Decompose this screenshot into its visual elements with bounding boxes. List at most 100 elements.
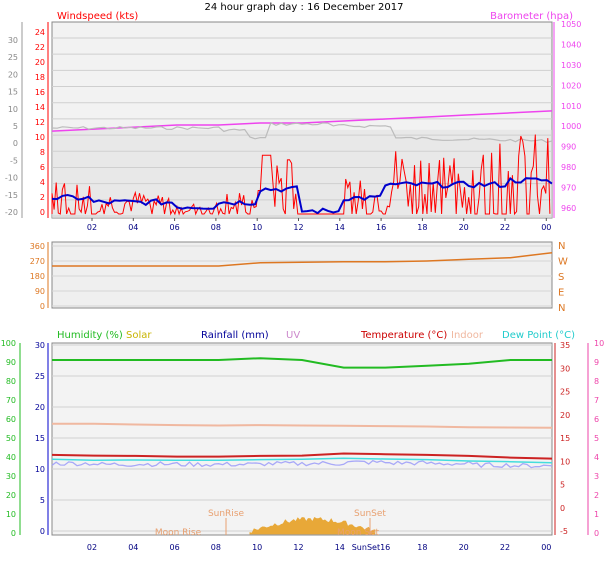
baro-tick: 1040 — [561, 40, 581, 49]
humidity-tick: 0 — [11, 529, 16, 538]
wind-tick: 2 — [40, 193, 45, 202]
plot-shade — [52, 129, 552, 218]
uv-tick: 10 — [594, 339, 604, 348]
wind-panel — [21, 21, 555, 219]
humidity-tick: 30 — [6, 472, 16, 481]
legend-item: Humidity (%) — [57, 330, 123, 341]
x-tick: 00 — [541, 223, 551, 232]
x-tick: 18 — [417, 543, 427, 552]
humidity-tick: 70 — [6, 396, 16, 405]
x-tick: 02 — [87, 223, 97, 232]
baro-tick: 1030 — [561, 61, 581, 70]
wind-tick: 24 — [35, 28, 45, 37]
rainfall-tick: 5 — [40, 496, 45, 505]
humidity-tick: 90 — [6, 358, 16, 367]
baro-tick: 970 — [561, 184, 576, 193]
humidity-line — [52, 357, 552, 369]
x-tick: 18 — [417, 223, 427, 232]
wind-tick: 10 — [35, 133, 45, 142]
uv-tick: 8 — [594, 377, 599, 386]
x-tick: 12 — [293, 223, 303, 232]
temperature-tick: 35 — [560, 341, 570, 350]
uv-tick: 2 — [594, 491, 599, 500]
direction-panel — [47, 241, 553, 309]
x-tick: 06 — [170, 543, 180, 552]
legend-item: Indoor — [451, 330, 484, 341]
temp-tick: 30 — [8, 36, 18, 45]
humidity-tick: 20 — [6, 491, 16, 500]
temperature-line — [51, 452, 553, 460]
plot-area-main — [51, 342, 553, 536]
x-tick-sunset: SunSet16 — [352, 543, 391, 552]
temp-tick: -15 — [5, 191, 18, 200]
rainfall-tick: 15 — [35, 434, 45, 443]
temp-tick: -5 — [10, 156, 18, 165]
x-tick: 08 — [211, 543, 221, 552]
direction-compass: N — [558, 241, 565, 252]
rainfall-tick: 30 — [35, 341, 45, 350]
windspeed-label: Windspeed (kts) — [57, 11, 138, 22]
x-tick: 04 — [128, 223, 138, 232]
x-tick: 20 — [459, 543, 469, 552]
temperature-tick: 15 — [560, 434, 570, 443]
uv-tick: 6 — [594, 415, 599, 424]
legend-item: Rainfall (mm) — [201, 330, 269, 341]
legend-item: Solar — [126, 330, 152, 341]
legend-item: UV — [286, 330, 300, 341]
rainfall-tick: 10 — [35, 465, 45, 474]
x-tick: 10 — [252, 543, 262, 552]
uv-tick: 4 — [594, 453, 599, 462]
x-tick: 02 — [87, 543, 97, 552]
wind-average-line — [51, 177, 553, 215]
temperature-tick: -5 — [560, 527, 568, 536]
wind-tick: 22 — [35, 43, 45, 52]
plot-area-direction — [51, 241, 553, 309]
temp-tick: 20 — [8, 70, 18, 79]
moonset-label: Moon Set — [337, 528, 380, 538]
direction-tick: 270 — [30, 257, 45, 266]
direction-line — [52, 251, 553, 267]
baro-tick: 980 — [561, 163, 576, 172]
windspeed-line — [51, 134, 551, 216]
temperature-tick: 0 — [560, 504, 565, 513]
x-tick: 20 — [459, 223, 469, 232]
temperature-tick: 10 — [560, 457, 570, 466]
barometer-label: Barometer (hpa) — [490, 11, 573, 22]
temperature-tick: 25 — [560, 388, 570, 397]
baro-tick: 1010 — [561, 102, 581, 111]
page-title: 24 hour graph day : 16 December 2017 — [205, 2, 404, 13]
x-tick: 00 — [541, 543, 551, 552]
direction-tick: 180 — [30, 272, 45, 281]
barometer-line — [51, 110, 553, 132]
x-tick: 22 — [500, 223, 510, 232]
temp-tick: 5 — [13, 122, 18, 131]
x-tick: 10 — [252, 223, 262, 232]
main-panel — [19, 342, 589, 536]
x-tick: 16 — [376, 223, 386, 232]
wind-tick: 14 — [35, 103, 45, 112]
temp-tick: 15 — [8, 88, 18, 97]
direction-tick: 0 — [40, 302, 45, 311]
temp-tick: -10 — [5, 174, 18, 183]
wind-tick: 4 — [40, 178, 45, 187]
wind-tick: 0 — [40, 208, 45, 217]
legend-item: Dew Point (°C) — [502, 330, 575, 341]
wind-tick: 8 — [40, 148, 45, 157]
x-tick: 22 — [500, 543, 510, 552]
wind-tick: 12 — [35, 118, 45, 127]
baro-tick: 1020 — [561, 81, 581, 90]
wind-tick: 6 — [40, 163, 45, 172]
direction-compass: N — [558, 303, 565, 314]
baro-tick: 1000 — [561, 122, 581, 131]
rainfall-tick: 25 — [35, 372, 45, 381]
rainfall-tick: 0 — [40, 527, 45, 536]
temp-tick: 10 — [8, 105, 18, 114]
humidity-tick: 10 — [6, 510, 16, 519]
x-tick: 04 — [128, 543, 138, 552]
x-tick: 14 — [335, 543, 345, 552]
direction-compass: W — [558, 257, 568, 268]
moonrise-label: Moon Rise — [155, 528, 202, 538]
temperature-tick: 30 — [560, 364, 570, 373]
uv-tick: 5 — [594, 434, 599, 443]
